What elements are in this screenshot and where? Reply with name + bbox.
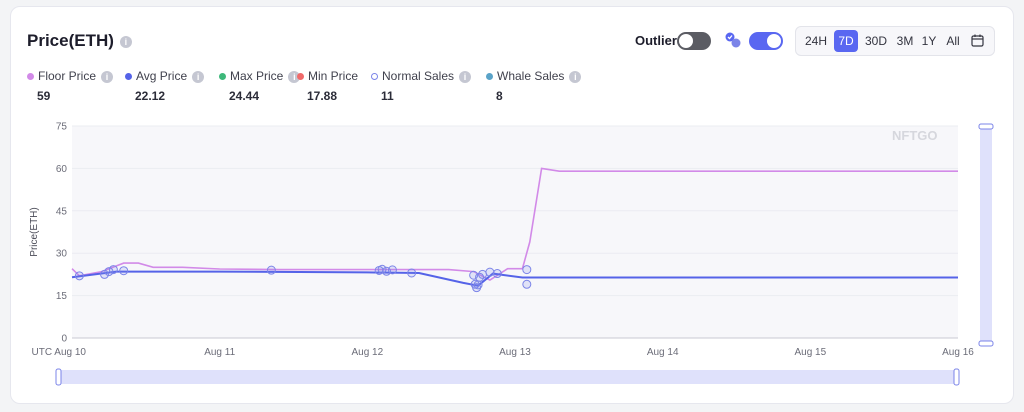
sale-point bbox=[74, 271, 84, 281]
whale-sales-value: 8 bbox=[496, 89, 503, 103]
legend-label: Min Price bbox=[308, 69, 359, 83]
whale-sales-toggle[interactable] bbox=[749, 32, 783, 50]
y-tick-label: 75 bbox=[56, 122, 68, 133]
avg-price-dot-icon bbox=[125, 73, 132, 81]
legend-label: Whale Sales bbox=[497, 69, 565, 83]
legend-floor-price[interactable]: Floor Price i 59 bbox=[27, 69, 114, 103]
horizontal-slider-left-handle[interactable] bbox=[55, 368, 62, 386]
min-price-value: 17.88 bbox=[307, 89, 338, 103]
info-icon[interactable]: i bbox=[192, 70, 205, 83]
chart-title-row: Price(ETH) i bbox=[27, 31, 132, 51]
sale-point bbox=[473, 280, 483, 290]
sale-point bbox=[492, 269, 502, 279]
legend-normal-sales[interactable]: Normal Sales i 11 bbox=[371, 69, 472, 103]
x-tick-label: Aug 14 bbox=[647, 347, 679, 358]
x-tick-label: UTC Aug 10 bbox=[32, 347, 87, 358]
sale-point bbox=[478, 269, 488, 279]
legend-avg-price[interactable]: Avg Price i 22.12 bbox=[125, 69, 205, 103]
vertical-zoom-slider[interactable] bbox=[980, 126, 992, 344]
sale-point bbox=[99, 269, 109, 279]
y-axis-label: Price(ETH) bbox=[29, 207, 40, 256]
sale-point bbox=[407, 268, 417, 278]
info-icon[interactable]: i bbox=[119, 35, 132, 48]
x-tick-label: Aug 11 bbox=[204, 347, 235, 358]
sale-point bbox=[522, 279, 532, 289]
outliers-label: Outliers bbox=[635, 33, 685, 48]
range-3m-button[interactable]: 3M bbox=[896, 34, 914, 48]
y-tick-label: 15 bbox=[56, 291, 68, 302]
max-price-value: 24.44 bbox=[229, 89, 260, 103]
calendar-icon[interactable] bbox=[971, 34, 984, 47]
watermark: NFTGO bbox=[892, 128, 938, 143]
y-tick-label: 30 bbox=[56, 249, 68, 260]
x-tick-label: Aug 12 bbox=[351, 347, 383, 358]
vertical-slider-bottom-handle[interactable] bbox=[978, 340, 994, 347]
vertical-slider-top-handle[interactable] bbox=[978, 123, 994, 130]
floor-price-dot-icon bbox=[27, 73, 34, 81]
sale-point bbox=[387, 265, 397, 275]
legend-min-price[interactable]: Min Price 17.88 bbox=[297, 69, 359, 103]
horizontal-slider-right-handle[interactable] bbox=[953, 368, 960, 386]
sale-point bbox=[522, 265, 532, 275]
sale-point bbox=[104, 267, 114, 277]
floor-price-value: 59 bbox=[37, 89, 51, 103]
legend-label: Floor Price bbox=[38, 69, 97, 83]
min-price-dot-icon bbox=[297, 73, 304, 81]
legend-whale-sales[interactable]: Whale Sales i 8 bbox=[486, 69, 582, 103]
legend-label: Max Price bbox=[230, 69, 284, 83]
normal-sales-circle-icon bbox=[371, 73, 378, 81]
range-7d-button[interactable]: 7D bbox=[834, 30, 858, 52]
sale-point bbox=[119, 266, 129, 276]
range-24h-button[interactable]: 24H bbox=[804, 34, 827, 48]
x-tick-label: Aug 15 bbox=[794, 347, 826, 358]
time-range-selector: 24H 7D 30D 3M 1Y All bbox=[795, 26, 995, 56]
y-tick-label: 60 bbox=[56, 164, 68, 175]
info-icon[interactable]: i bbox=[459, 70, 472, 83]
info-icon[interactable]: i bbox=[569, 70, 582, 83]
sale-point bbox=[485, 267, 495, 277]
floor-price-line bbox=[71, 167, 958, 282]
sale-point bbox=[377, 264, 387, 274]
range-1y-button[interactable]: 1Y bbox=[921, 34, 937, 48]
legend-max-price[interactable]: Max Price i 24.44 bbox=[219, 69, 301, 103]
legend-label: Normal Sales bbox=[382, 69, 455, 83]
whale-icon bbox=[725, 32, 741, 48]
range-all-button[interactable]: All bbox=[946, 34, 960, 48]
max-price-dot-icon bbox=[219, 73, 226, 81]
avg-price-line bbox=[71, 270, 958, 287]
normal-sales-value: 11 bbox=[381, 89, 394, 103]
legend-label: Avg Price bbox=[136, 69, 188, 83]
x-tick-label: Aug 16 bbox=[942, 347, 974, 358]
x-tick-label: Aug 13 bbox=[499, 347, 531, 358]
y-tick-label: 0 bbox=[61, 334, 67, 345]
whale-sales-icon bbox=[486, 73, 493, 81]
y-tick-label: 45 bbox=[56, 206, 68, 217]
info-icon[interactable]: i bbox=[101, 70, 114, 83]
sale-point bbox=[108, 265, 118, 275]
page-title: Price(ETH) bbox=[27, 31, 114, 50]
toggle-knob bbox=[679, 34, 693, 48]
outliers-toggle[interactable] bbox=[677, 32, 711, 50]
plot-area bbox=[72, 126, 958, 338]
range-30d-button[interactable]: 30D bbox=[864, 34, 887, 48]
toggle-knob bbox=[767, 34, 781, 48]
avg-price-value: 22.12 bbox=[135, 89, 166, 103]
sale-point bbox=[266, 265, 276, 275]
horizontal-zoom-slider[interactable] bbox=[58, 370, 958, 384]
